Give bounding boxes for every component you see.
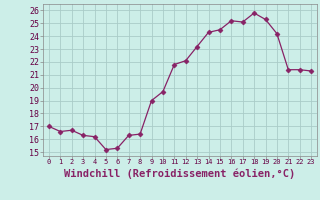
X-axis label: Windchill (Refroidissement éolien,°C): Windchill (Refroidissement éolien,°C): [64, 168, 296, 179]
